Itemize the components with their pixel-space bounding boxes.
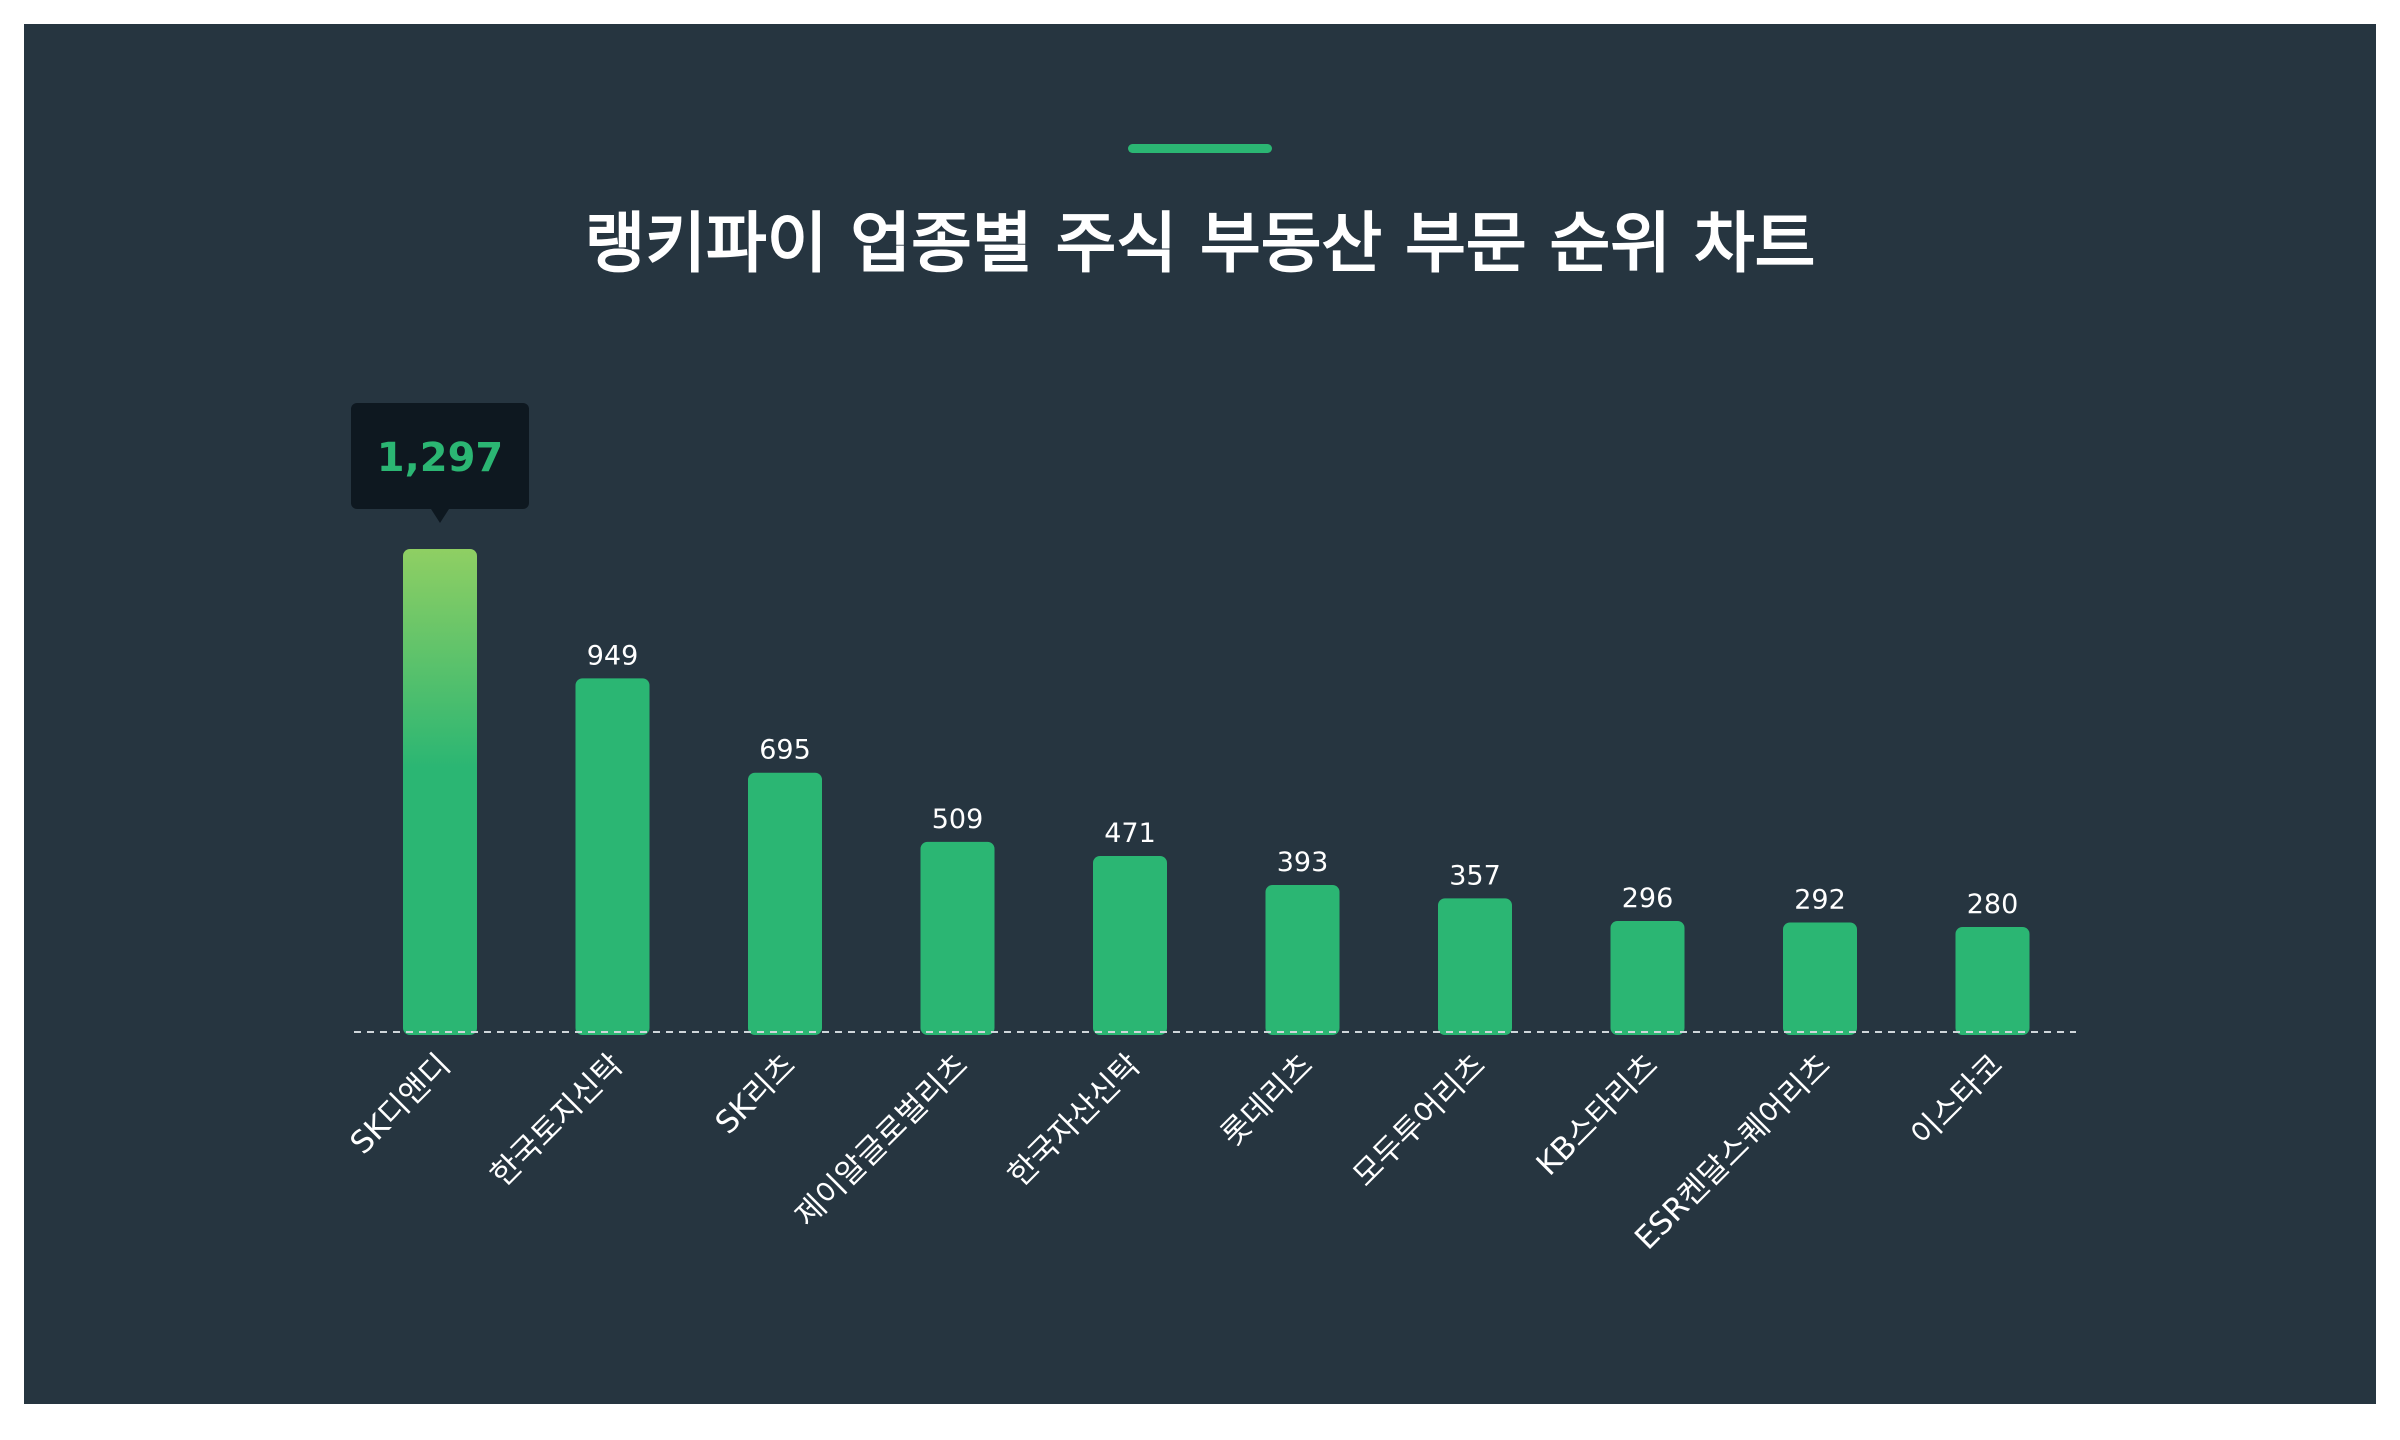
title-accent-bar [1128, 144, 1272, 153]
chart-title: 랭키파이 업종별 주식 부동산 부문 순위 차트 [584, 205, 1816, 282]
category-label-10: 이스타코 [1904, 1047, 2010, 1153]
value-label-8: 296 [1622, 883, 1674, 914]
tooltip-pointer [431, 509, 449, 523]
category-label-1: SK디앤디 [343, 1047, 457, 1161]
category-label-8: KB스타리츠 [1530, 1047, 1666, 1183]
category-label-5: 한국자산신탁 [1001, 1047, 1147, 1193]
value-label-10: 280 [1967, 889, 2019, 920]
category-label-4: 제이알글로벌리츠 [788, 1047, 975, 1234]
tooltip-box [351, 403, 529, 509]
category-label-2: 한국토지신탁 [484, 1047, 630, 1193]
value-label-9: 292 [1794, 884, 1846, 915]
value-label-2: 949 [587, 640, 639, 671]
category-label-6: 롯데리츠 [1214, 1047, 1320, 1153]
bar-2[interactable] [575, 678, 650, 1035]
value-tooltip: 1,297 [351, 403, 529, 523]
tooltip-value: 1,297 [377, 435, 504, 481]
category-label-7: 모두투어리츠 [1346, 1047, 1492, 1193]
bar-9[interactable] [1783, 922, 1857, 1035]
bar-10[interactable] [1955, 926, 2030, 1035]
value-label-6: 393 [1277, 847, 1329, 878]
bar-8[interactable] [1610, 920, 1685, 1035]
bar-6[interactable] [1265, 884, 1340, 1035]
value-label-4: 509 [932, 804, 984, 835]
value-label-3: 695 [759, 735, 811, 766]
value-label-5: 471 [1104, 818, 1156, 849]
bars-group: 1,297 949 695 509 471 393 357 296 292 280 [351, 403, 2030, 1035]
bar-5[interactable] [1093, 855, 1167, 1035]
category-label-3: SK리츠 [709, 1047, 803, 1141]
bar-3[interactable] [748, 772, 822, 1035]
category-label-9: ESR켄달스퀘어리츠 [1628, 1047, 1838, 1257]
bar-1[interactable] [403, 549, 477, 1035]
bar-7[interactable] [1438, 898, 1512, 1035]
chart-panel: 랭키파이 업종별 주식 부동산 부문 순위 차트 1,297 949 695 509 4… [24, 24, 2376, 1404]
value-label-7: 357 [1449, 860, 1501, 891]
bar-4[interactable] [920, 841, 995, 1035]
